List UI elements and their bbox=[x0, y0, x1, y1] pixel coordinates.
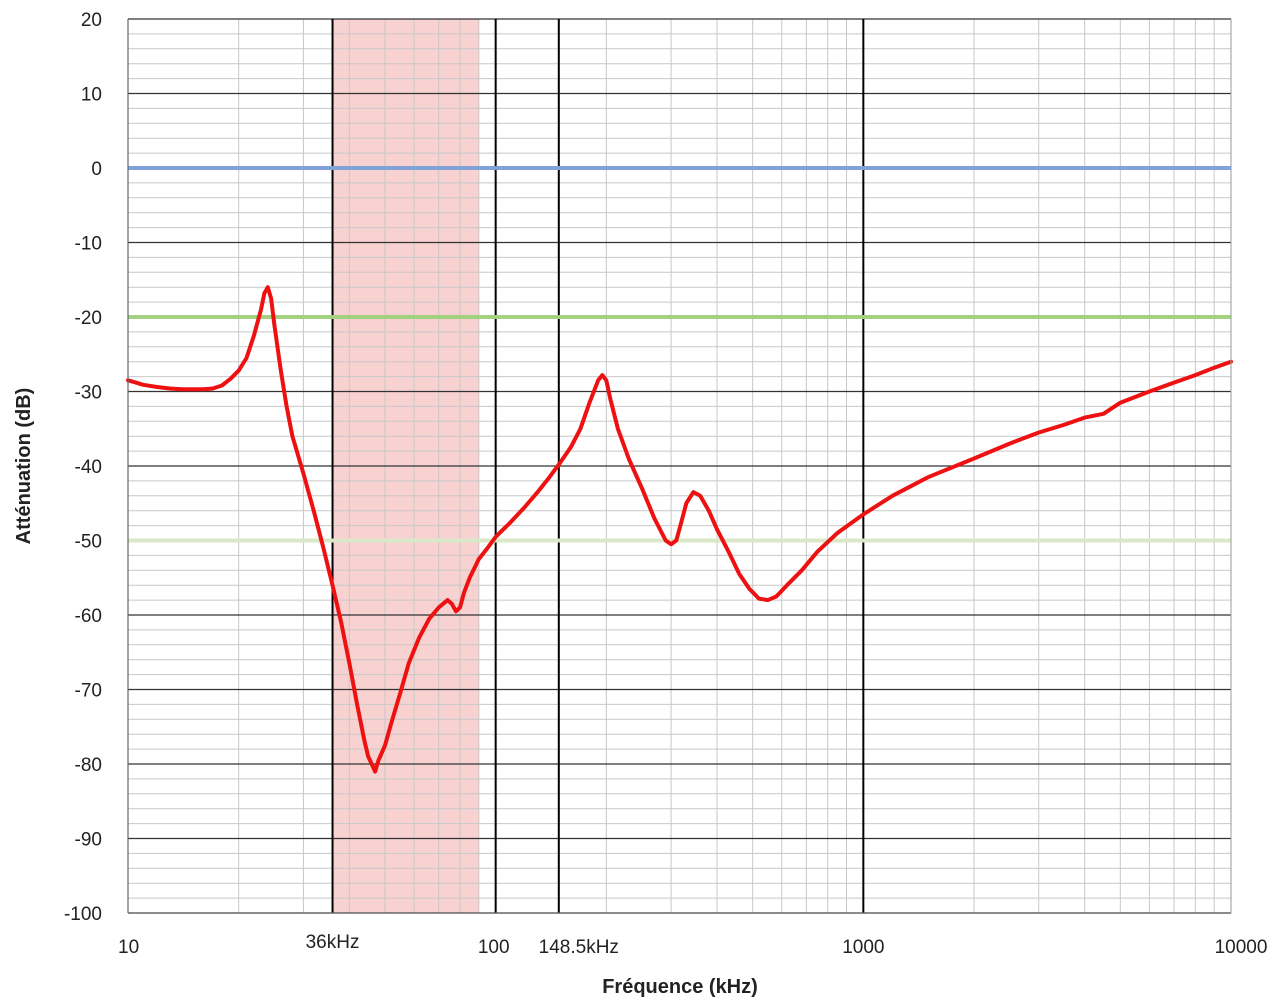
x-tick-label: 10 bbox=[118, 937, 139, 958]
x-tick-label: 100 bbox=[478, 937, 510, 958]
y-tick-label: -90 bbox=[75, 830, 102, 851]
y-tick-label: 20 bbox=[81, 10, 102, 31]
grid-layer bbox=[128, 18, 1231, 914]
y-tick-label: -30 bbox=[75, 383, 102, 404]
x-tick-label: 1000 bbox=[842, 937, 884, 958]
series-line bbox=[126, 285, 1233, 774]
y-tick-label: -80 bbox=[75, 755, 102, 776]
y-tick-label: -20 bbox=[75, 308, 102, 329]
y-tick-label: -10 bbox=[75, 234, 102, 255]
y-tick-label: -100 bbox=[64, 904, 102, 925]
y-tick-label: -40 bbox=[75, 457, 102, 478]
x-tick-label: 148.5kHz bbox=[539, 937, 619, 958]
y-tick-label: -70 bbox=[75, 681, 102, 702]
x-axis-title: Fréquence (kHz) bbox=[602, 976, 758, 998]
series-layer bbox=[126, 285, 1233, 774]
x-tick-label: 36kHz bbox=[306, 932, 360, 953]
x-tick-labels: 10 36kHz 100 148.5kHz 1000 10000 bbox=[118, 932, 1267, 958]
y-tick-label: 10 bbox=[81, 85, 102, 106]
axes-layer bbox=[127, 19, 1232, 914]
y-tick-label: 0 bbox=[91, 159, 102, 180]
y-tick-label: -60 bbox=[75, 606, 102, 627]
x-tick-label: 10000 bbox=[1215, 937, 1268, 958]
y-axis-title: Atténuation (dB) bbox=[13, 388, 35, 545]
reference-line-layer bbox=[128, 166, 1231, 543]
y-tick-label: -50 bbox=[75, 532, 102, 553]
y-tick-labels: 20 10 0 -10 -20 -30 -40 -50 -60 -70 -80 -90 -100 bbox=[64, 10, 102, 925]
